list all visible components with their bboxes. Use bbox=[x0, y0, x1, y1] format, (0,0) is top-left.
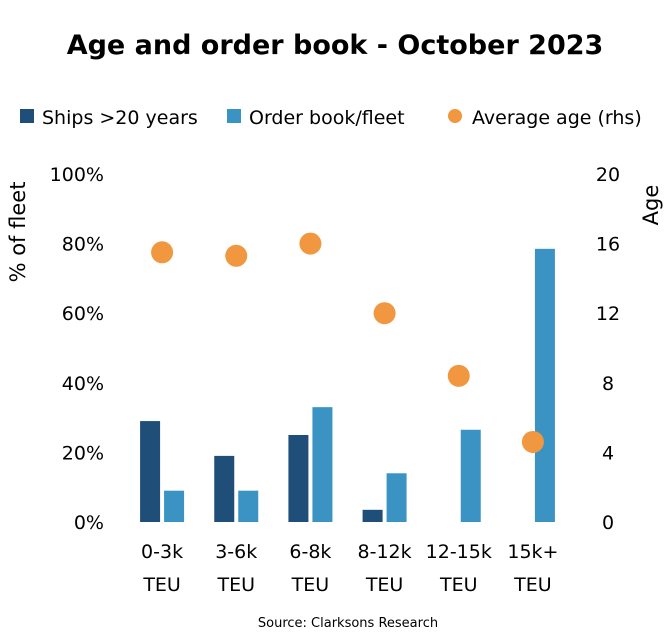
bar-ships-over-20 bbox=[140, 421, 161, 522]
x-category-label: 0-3k bbox=[141, 541, 183, 563]
legend-label-average-age: Average age (rhs) bbox=[472, 107, 642, 129]
x-category-label: TEU bbox=[513, 574, 552, 596]
average-age-markers bbox=[151, 232, 544, 453]
y2-axis-ticks: 0 4 8 12 16 20 bbox=[596, 164, 620, 534]
y2-axis-title: Age bbox=[639, 185, 663, 226]
bar-order-book bbox=[386, 473, 407, 522]
y2-tick-label: 4 bbox=[602, 442, 614, 464]
y2-tick-label: 20 bbox=[596, 164, 620, 186]
legend-swatch-order-book bbox=[227, 109, 241, 123]
x-category-label: 8-12k bbox=[358, 541, 412, 563]
x-category-label: 3-6k bbox=[215, 541, 257, 563]
legend: Ships >20 years Order book/fleet Average… bbox=[20, 107, 642, 129]
y2-tick-label: 8 bbox=[602, 373, 614, 395]
y-axis-ticks: 0% 20% 40% 60% 80% 100% bbox=[50, 164, 104, 534]
bar-order-book bbox=[238, 490, 259, 522]
average-age-marker bbox=[151, 241, 174, 264]
legend-swatch-ships-over-20 bbox=[20, 109, 34, 123]
x-category-label: 15k+ bbox=[507, 541, 558, 563]
y-axis-title: % of fleet bbox=[6, 182, 30, 283]
bar-order-book bbox=[164, 490, 185, 522]
x-category-label: TEU bbox=[216, 574, 255, 596]
bar-order-book bbox=[534, 248, 555, 522]
x-axis-categories: 0-3k TEU 3-6k TEU 6-8k TEU 8-12k TEU 12-15k TEU 15… bbox=[141, 541, 558, 596]
x-category-label: 12-15k bbox=[426, 541, 492, 563]
legend-marker-average-age bbox=[448, 109, 462, 123]
bar-ships-over-20 bbox=[362, 509, 383, 522]
average-age-marker bbox=[299, 232, 322, 255]
average-age-marker bbox=[521, 430, 544, 453]
y-tick-label: 60% bbox=[62, 303, 104, 325]
x-category-label: 6-8k bbox=[289, 541, 331, 563]
y-tick-label: 40% bbox=[62, 373, 104, 395]
legend-label-order-book: Order book/fleet bbox=[249, 107, 405, 129]
y2-tick-label: 16 bbox=[596, 234, 620, 256]
bars bbox=[140, 248, 555, 522]
y-tick-label: 100% bbox=[50, 164, 104, 186]
average-age-marker bbox=[373, 302, 396, 325]
chart-title: Age and order book - October 2023 bbox=[67, 30, 604, 61]
average-age-marker bbox=[447, 364, 470, 387]
y2-tick-label: 0 bbox=[602, 512, 614, 534]
bar-order-book bbox=[312, 407, 333, 522]
legend-label-ships-over-20: Ships >20 years bbox=[42, 107, 198, 129]
source-note: Source: Clarksons Research bbox=[258, 616, 438, 631]
bar-ships-over-20 bbox=[214, 455, 235, 522]
x-category-label: TEU bbox=[439, 574, 478, 596]
x-category-label: TEU bbox=[365, 574, 404, 596]
y2-tick-label: 12 bbox=[596, 303, 620, 325]
bar-ships-over-20 bbox=[288, 435, 309, 522]
average-age-marker bbox=[225, 244, 248, 267]
x-category-label: TEU bbox=[291, 574, 330, 596]
y-tick-label: 80% bbox=[62, 234, 104, 256]
y-tick-label: 20% bbox=[62, 442, 104, 464]
y-tick-label: 0% bbox=[74, 512, 104, 534]
bar-order-book bbox=[460, 429, 481, 522]
x-category-label: TEU bbox=[142, 574, 181, 596]
